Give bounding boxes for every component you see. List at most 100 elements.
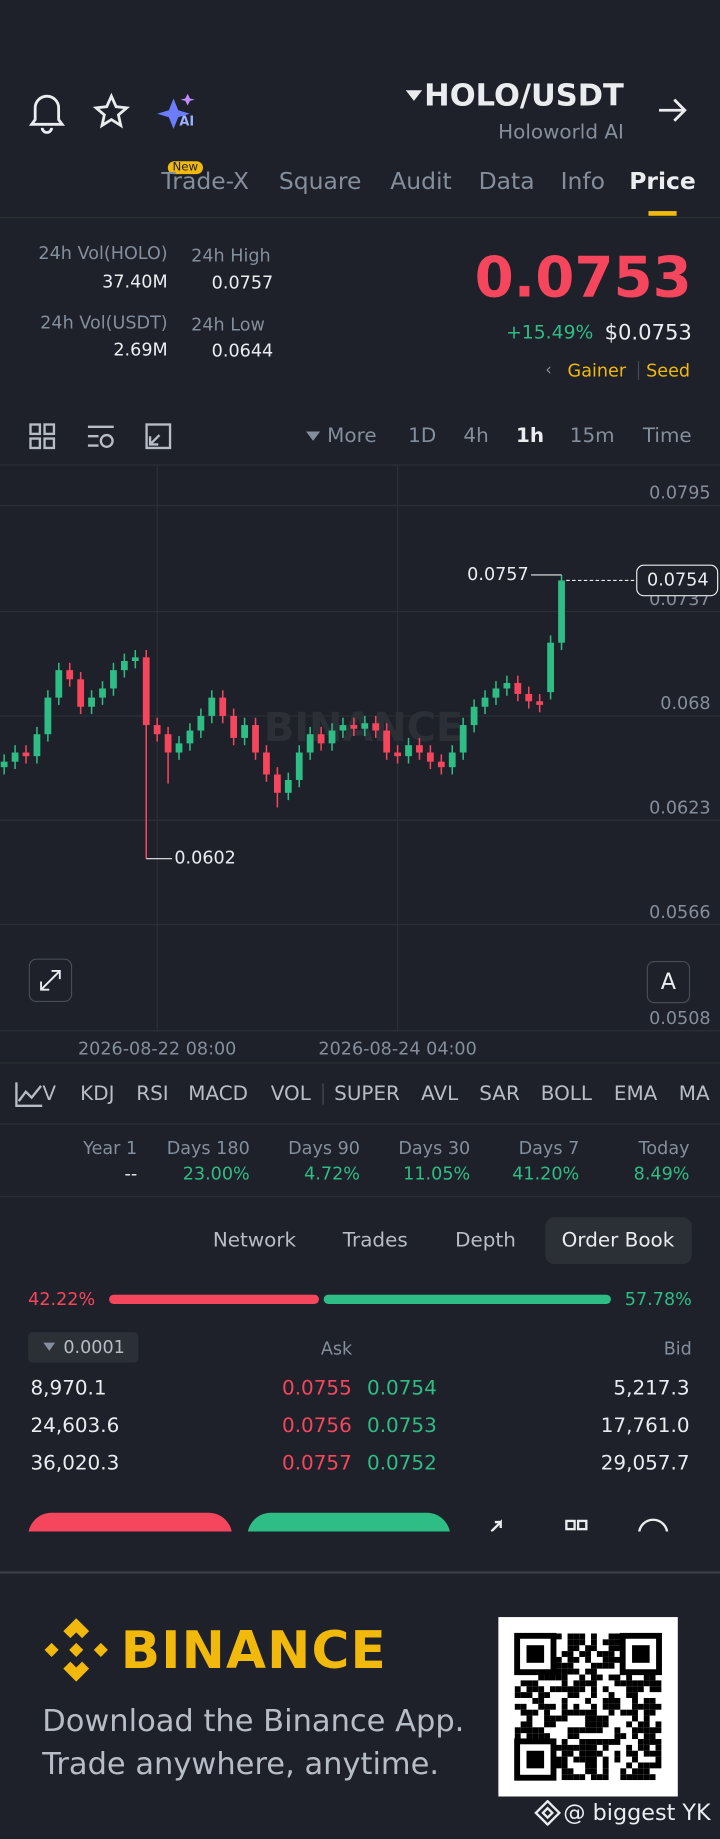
book-tab[interactable]: Trades — [342, 1228, 408, 1253]
qr-cell — [585, 1651, 592, 1657]
qr-cell — [567, 1709, 574, 1716]
qr-cell — [643, 1727, 650, 1734]
candle-body — [405, 745, 412, 757]
indicator[interactable]: BOLL — [540, 1082, 592, 1106]
candle-body — [372, 723, 380, 731]
indicator[interactable]: KDJ — [80, 1082, 115, 1106]
indicator[interactable]: V — [42, 1082, 57, 1106]
bid-qty: 5,217.3 — [613, 1376, 690, 1401]
qr-cell — [579, 1774, 586, 1781]
divider — [0, 1062, 720, 1064]
candle-body — [142, 657, 150, 726]
bell-icon[interactable] — [28, 94, 65, 134]
y-tick-label: 0.0623 — [649, 799, 711, 819]
qr-cell — [544, 1692, 550, 1698]
perf-label: Days 180 — [166, 1137, 250, 1159]
qr-cell — [561, 1762, 568, 1769]
candle-body — [110, 670, 117, 689]
indicator[interactable]: MA — [678, 1082, 710, 1106]
indicator[interactable]: MACD — [188, 1082, 248, 1106]
indicator[interactable]: SUPER — [334, 1082, 400, 1106]
qr-cell — [643, 1721, 650, 1728]
tab-active[interactable]: Price — [629, 166, 696, 195]
tab[interactable]: Info — [560, 166, 605, 195]
indicator[interactable]: AVL — [421, 1082, 459, 1106]
brand-logo — [44, 1618, 108, 1682]
tab[interactable]: Audit — [390, 166, 452, 195]
indicator[interactable]: VOL — [270, 1082, 311, 1106]
indicator-icon[interactable] — [14, 1080, 44, 1108]
qr-cell — [538, 1727, 545, 1734]
ratio-bar — [109, 1294, 611, 1304]
qr-cell — [602, 1662, 609, 1669]
qr-cell — [602, 1768, 609, 1775]
tab[interactable]: Trade-X — [161, 166, 250, 195]
qr-code — [498, 1617, 678, 1797]
indicator[interactable]: SAR — [479, 1082, 520, 1106]
interval[interactable]: 4h — [463, 424, 489, 448]
qr-cell — [632, 1709, 638, 1716]
min-label: 0.0602 — [174, 849, 236, 869]
qr-cell — [579, 1750, 586, 1757]
bid-price: 0.0754 — [367, 1376, 437, 1401]
arrow-icon[interactable] — [657, 96, 690, 124]
perf-value: 11.05% — [403, 1163, 471, 1185]
tag[interactable]: Gainer — [567, 360, 627, 382]
qr-finder — [632, 1645, 650, 1663]
qr-finder — [514, 1738, 557, 1781]
action-icons[interactable] — [487, 1517, 675, 1532]
qr-cell — [579, 1756, 586, 1763]
ai-icon[interactable] — [157, 98, 190, 129]
candle-body — [252, 725, 259, 753]
interval[interactable]: Time — [642, 424, 692, 448]
pair-title[interactable]: HOLO/USDT — [424, 78, 624, 114]
qr-cell — [608, 1739, 615, 1745]
tag[interactable]: Seed — [646, 360, 691, 382]
qr-cell — [526, 1686, 533, 1693]
tab[interactable]: Square — [278, 166, 362, 195]
fullscreen-button[interactable] — [28, 958, 73, 1003]
qr-cell — [637, 1768, 644, 1775]
star-icon[interactable] — [92, 92, 131, 129]
book-tab[interactable]: Network — [212, 1228, 297, 1253]
qr-cell — [579, 1651, 586, 1657]
qr-cell — [579, 1686, 586, 1693]
candle-body — [164, 734, 172, 753]
qr-cell — [620, 1680, 627, 1687]
qr-cell — [544, 1733, 550, 1740]
col-header: Ask — [320, 1337, 353, 1360]
qr-cell — [591, 1721, 597, 1728]
interval[interactable]: 15m — [569, 424, 615, 448]
qr-cell — [620, 1774, 627, 1781]
qr-cell — [567, 1651, 574, 1657]
chart-tools[interactable] — [28, 422, 180, 452]
qr-cell — [591, 1768, 597, 1775]
book-tab-active[interactable]: Order Book — [561, 1228, 675, 1253]
buy-button[interactable] — [247, 1512, 451, 1532]
qr-cell — [614, 1697, 621, 1704]
interval[interactable]: 1D — [408, 424, 437, 448]
stat-value: 37.40M — [102, 270, 168, 292]
book-tab[interactable]: Depth — [455, 1228, 516, 1253]
auto-button[interactable] — [646, 960, 691, 1004]
qr-cell — [520, 1680, 527, 1687]
precision-box[interactable] — [28, 1332, 139, 1363]
sell-button[interactable] — [28, 1512, 233, 1532]
ask-price: 0.0755 — [282, 1376, 352, 1401]
qr-cell — [579, 1680, 586, 1687]
indicator[interactable]: RSI — [136, 1082, 169, 1106]
qr-cell — [591, 1703, 597, 1710]
interval-active[interactable]: 1h — [515, 424, 545, 448]
indicator[interactable]: EMA — [613, 1082, 658, 1106]
qr-cell — [608, 1662, 615, 1669]
qr-cell — [608, 1633, 615, 1640]
interval[interactable]: More — [327, 424, 377, 448]
qr-cell — [555, 1668, 562, 1675]
tab[interactable]: Data — [478, 166, 535, 195]
qr-cell — [602, 1686, 609, 1693]
qr-cell — [573, 1656, 580, 1663]
qr-cell — [561, 1680, 568, 1687]
action-bar — [0, 1494, 720, 1532]
perf-value: 23.00% — [182, 1163, 250, 1185]
qr-cell — [643, 1762, 650, 1769]
